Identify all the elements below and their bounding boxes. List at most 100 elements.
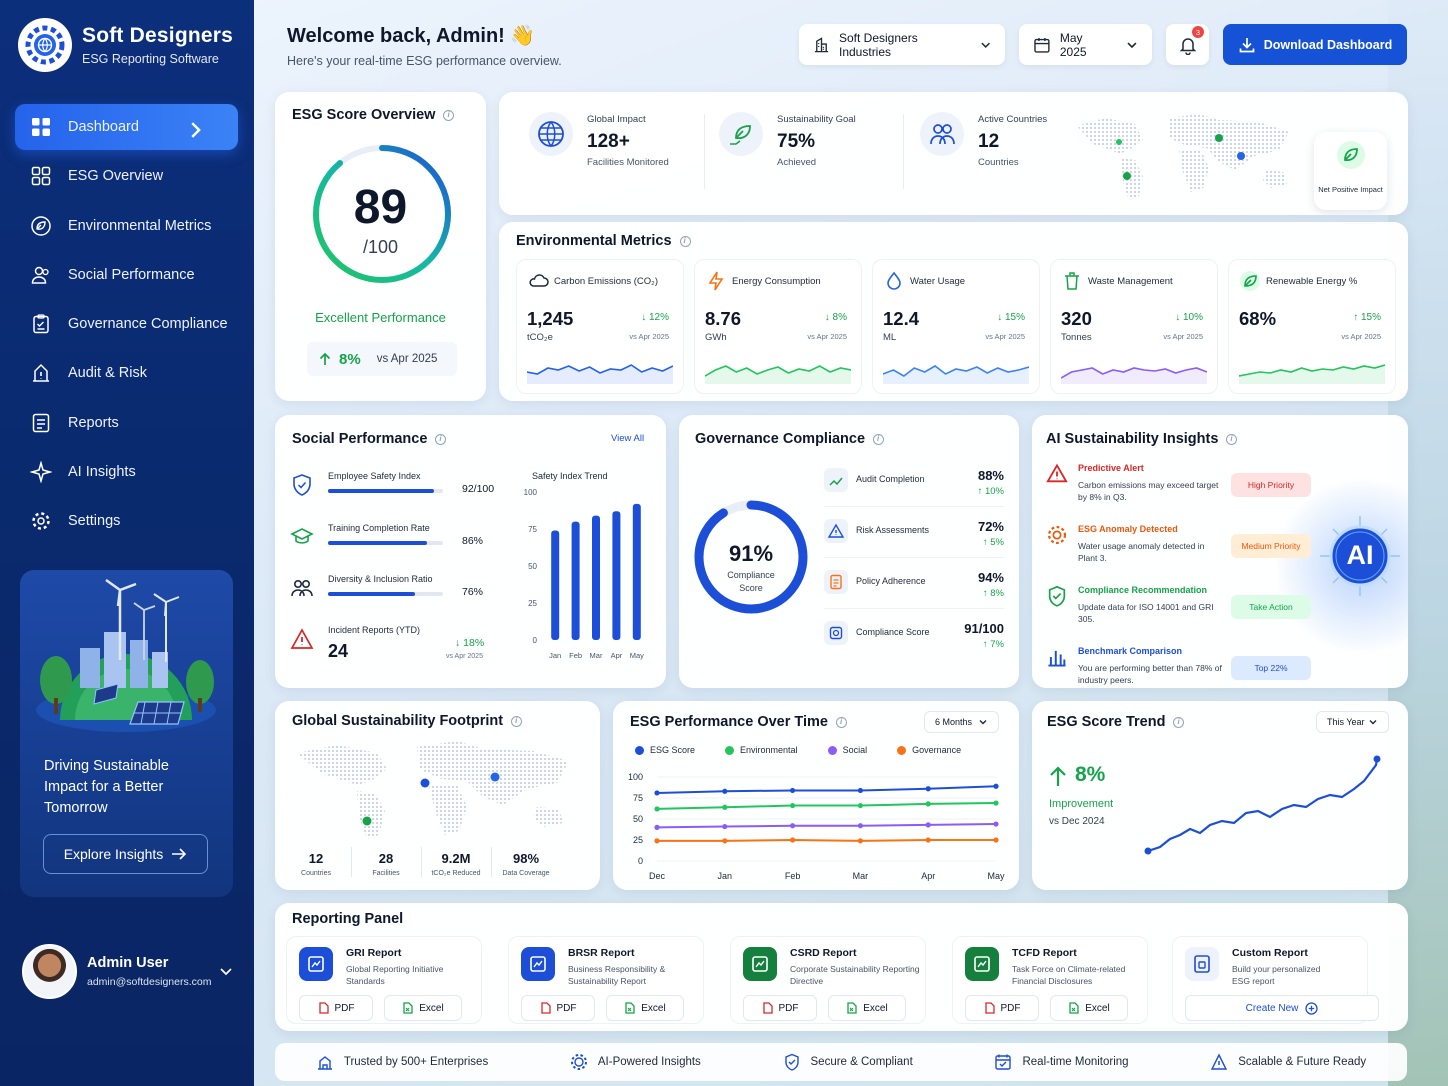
sidebar-item-environmental-metrics[interactable]: Environmental Metrics [15, 203, 238, 249]
sidebar-item-settings[interactable]: Settings [15, 498, 238, 544]
leaf-icon [1337, 141, 1365, 169]
env-metric-tile[interactable]: Water Usage 12.4 ML ↓ 15% vs Apr 2025 [872, 259, 1040, 394]
period-selector[interactable]: May 2025 [1019, 24, 1152, 65]
series-point [857, 802, 863, 809]
trend-range-dropdown[interactable]: This Year [1316, 711, 1389, 733]
series-point [790, 837, 796, 843]
info-icon[interactable] [1226, 433, 1238, 445]
kpi-global-impact: Global Impact 128+ Facilities Monitored [529, 106, 669, 186]
governance-title: Governance Compliance [695, 431, 866, 447]
footer-item: Secure & Compliant [783, 1053, 913, 1071]
company-selector[interactable]: Soft Designers Industries [799, 24, 1005, 65]
pdf-button[interactable]: PDF [743, 995, 817, 1021]
info-icon[interactable] [1173, 716, 1185, 728]
governance-label: Policy Adherence [856, 576, 926, 586]
leaf-icon [31, 215, 51, 236]
notifications-button[interactable]: 3 [1166, 24, 1209, 65]
footer-item: Real-time Monitoring [994, 1053, 1129, 1071]
chart-bar [612, 511, 621, 640]
chart-bar [632, 503, 641, 640]
series-point [993, 783, 999, 789]
sidebar-item-reports[interactable]: Reports [15, 400, 238, 446]
x-tick-label: Feb [785, 871, 801, 881]
env-vs: vs Apr 2025 [629, 332, 669, 341]
sidebar-item-dashboard[interactable]: Dashboard [15, 104, 238, 150]
compliance-ring [694, 500, 808, 614]
trend-title: ESG Score Trend [1047, 714, 1166, 730]
pdf-button[interactable]: PDF [299, 995, 373, 1021]
sparkle-icon [30, 461, 52, 484]
building-icon [814, 36, 829, 52]
anomaly-icon [1046, 524, 1068, 551]
x-tick-label: Apr [921, 871, 935, 881]
chevron-down-icon[interactable] [219, 964, 233, 978]
sidebar-item-esg-overview[interactable]: ESG Overview [15, 153, 238, 199]
sidebar-item-governance-compliance[interactable]: Governance Compliance [15, 301, 238, 347]
warning-icon [824, 519, 848, 543]
range-dropdown[interactable]: 6 Months [924, 711, 999, 733]
ai-insight-badge[interactable]: High Priority [1231, 473, 1311, 497]
info-icon[interactable] [511, 715, 523, 727]
shield-check-icon [1046, 585, 1068, 612]
governance-change: ↑ 5% [982, 537, 1004, 548]
ai-title: AI Sustainability Insights [1046, 431, 1219, 447]
footprint-title: Global Sustainability Footprint [292, 713, 504, 729]
pdf-button[interactable]: PDF [521, 995, 595, 1021]
env-value: 12.4 [883, 308, 920, 329]
excel-button[interactable]: Excel [828, 995, 906, 1021]
legend-dot [827, 745, 837, 755]
report-card: GRI Report Global Reporting Initiative St… [286, 936, 482, 1024]
sidebar-item-social-performance[interactable]: Social Performance [15, 252, 238, 298]
sidebar-item-audit-risk[interactable]: Audit & Risk [15, 350, 238, 396]
info-icon[interactable] [836, 716, 847, 728]
kpi-label: Active Countries [978, 114, 1048, 125]
env-vs: vs Apr 2025 [1163, 332, 1203, 341]
esg-score-title: ESG Score Overview [292, 107, 436, 123]
env-metric-tile[interactable]: Carbon Emissions (CO₂) 1,245 tCO₂e ↓ 12% vs … [516, 259, 684, 394]
info-icon[interactable] [435, 433, 447, 445]
environmental-metrics-card: Environmental Metrics Carbon Emissions (… [499, 222, 1408, 401]
kpi-label: Sustainability Goal [777, 114, 856, 125]
env-metric-tile[interactable]: Waste Management 320 Tonnes ↓ 10% vs Apr 202… [1050, 259, 1218, 394]
excel-button[interactable]: Excel [384, 995, 462, 1021]
chart-bar [571, 521, 580, 640]
view-all-link[interactable]: View All [611, 433, 645, 444]
series-point [654, 838, 660, 844]
sidebar-item-ai-insights[interactable]: AI Insights [15, 449, 238, 495]
ai-insight-badge[interactable]: Medium Priority [1231, 534, 1311, 558]
excel-button[interactable]: Excel [606, 995, 684, 1021]
series-point [993, 837, 999, 843]
gear-icon [32, 512, 50, 531]
brand-logo[interactable]: Soft Designers ESG Reporting Software [18, 18, 233, 72]
explore-insights-button[interactable]: Explore Insights [43, 834, 208, 874]
create-new-button[interactable]: Create New [1185, 995, 1379, 1021]
pdf-button[interactable]: PDF [965, 995, 1039, 1021]
info-icon[interactable] [873, 433, 885, 445]
sparkline-area [1061, 368, 1207, 384]
arrow-right-icon [172, 848, 187, 860]
env-title: Environmental Metrics [516, 233, 672, 249]
compliance-arc [694, 500, 808, 614]
social-value: 92/100 [462, 483, 495, 495]
info-icon[interactable] [443, 109, 455, 121]
leaf-icon [1240, 271, 1260, 291]
ai-insight-title: Benchmark Comparison [1078, 646, 1183, 656]
series-point [857, 787, 863, 794]
info-icon[interactable] [679, 235, 691, 247]
download-dashboard-button[interactable]: Download Dashboard [1223, 24, 1407, 65]
report-name: CSRD Report [790, 947, 857, 959]
env-sparkline [705, 365, 851, 384]
compliance-score-value: 91% [728, 541, 774, 566]
excel-button[interactable]: Excel [1050, 995, 1128, 1021]
series-line [656, 802, 997, 810]
env-metric-tile[interactable]: Energy Consumption 8.76 GWh ↓ 8% vs Apr 2025 [694, 259, 862, 394]
footprint-stat: 98% Data Coverage [496, 851, 556, 877]
ai-insight-badge[interactable]: Take Action [1231, 595, 1311, 619]
report-name: BRSR Report [568, 947, 635, 959]
series-point [722, 838, 728, 844]
env-metric-tile[interactable]: Renewable Energy % 68% ↑ 15% vs Apr 2025 [1228, 259, 1396, 394]
ai-insight-badge[interactable]: Top 22% [1231, 656, 1311, 680]
report-name: TCFD Report [1012, 947, 1077, 959]
user-profile[interactable]: Admin User admin@softdesigners.com [22, 944, 237, 999]
env-change: ↓ 12% [641, 312, 669, 323]
